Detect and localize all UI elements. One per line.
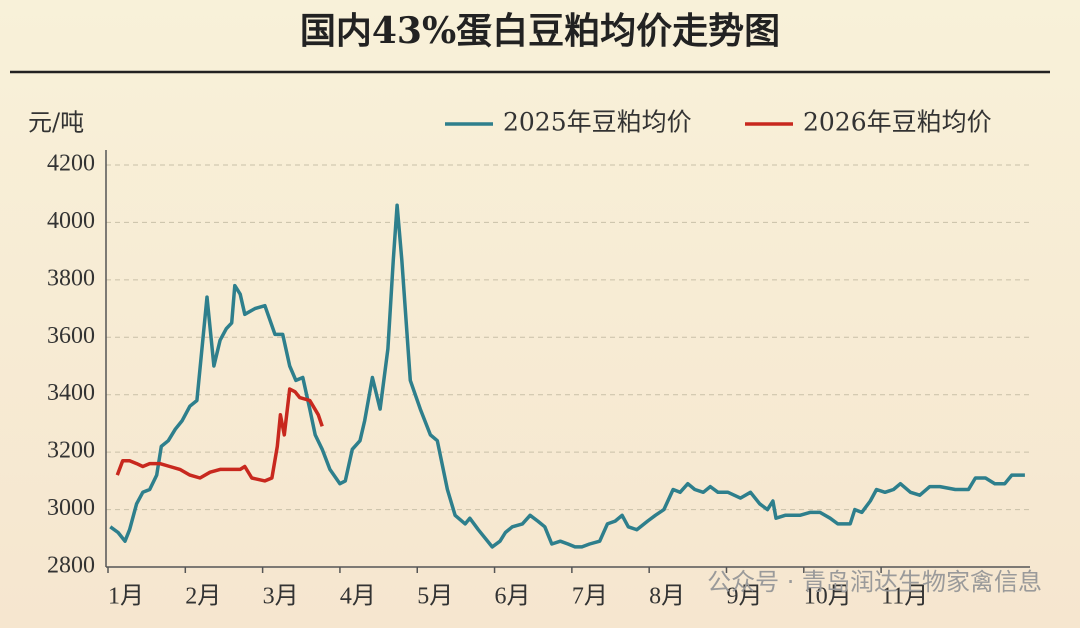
x-tick-label: 5月: [417, 584, 453, 610]
series-line: [109, 203, 1025, 549]
x-tick-label: 9月: [726, 584, 762, 610]
y-tick-label: 2800: [47, 553, 95, 579]
legend-label: 2025年豆粕均价: [503, 108, 692, 137]
x-tick-label: 4月: [340, 584, 376, 610]
x-tick-label: 3月: [263, 584, 299, 610]
chart-title: 国内43%蛋白豆粕均价走势图: [300, 10, 780, 52]
x-tick-label: 11月: [881, 584, 928, 610]
legend-label: 2026年豆粕均价: [803, 108, 992, 137]
x-tick-label: 2月: [185, 584, 221, 610]
x-tick-label: 7月: [572, 584, 608, 610]
series-line: [115, 387, 324, 483]
y-tick-label: 4000: [47, 208, 95, 234]
x-tick-label: 6月: [495, 584, 531, 610]
y-tick-label: 4200: [47, 151, 95, 177]
y-tick-label: 3400: [47, 380, 95, 406]
x-tick-label: 8月: [649, 584, 685, 610]
y-tick-label: 3800: [47, 265, 95, 291]
x-tick-label: 10月: [804, 584, 852, 610]
y-tick-label: 3000: [47, 495, 95, 521]
watermark: 公众号 · 青岛润达生物家禽信息: [707, 568, 1042, 596]
y-tick-label: 3200: [47, 438, 95, 464]
y-tick-label: 3600: [47, 323, 95, 349]
x-tick-label: 1月: [108, 584, 144, 610]
y-axis-label: 元/吨: [28, 109, 84, 137]
